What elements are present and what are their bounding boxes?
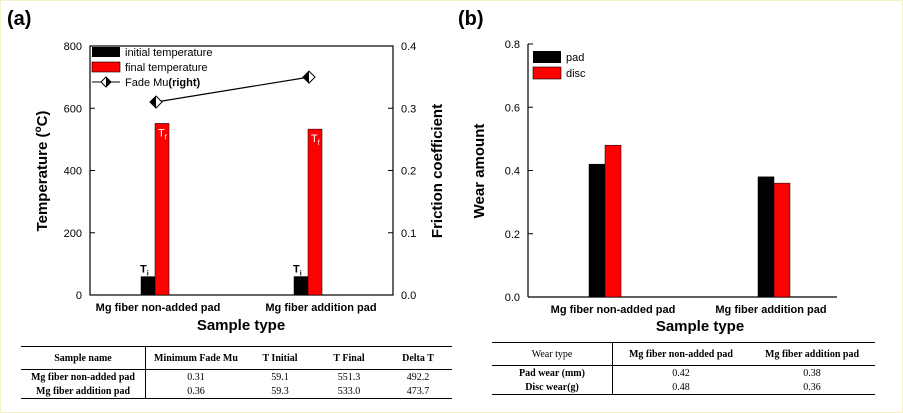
table-a-header: T Final xyxy=(314,346,384,370)
bar-disc xyxy=(773,182,791,298)
y-tick-label-a: 200 xyxy=(64,228,82,240)
y-right-tick-label-a: 0.4 xyxy=(401,41,416,53)
table-a-header: Minimum Fade Mu xyxy=(145,346,246,370)
y-axis-right-title-a: Friction coefficient xyxy=(429,104,446,238)
table-cell: 473.7 xyxy=(384,384,452,399)
left-axis-ticks-b: 0.0 0.2 0.4 0.6 0.8 xyxy=(505,39,533,304)
x-category-label-b: Mg fiber non-added pad xyxy=(551,304,676,316)
legend-swatch-pad xyxy=(533,51,561,63)
bar-initial-temperature xyxy=(140,276,156,296)
y-tick-label-b: 0.6 xyxy=(505,102,520,114)
legend-marker-fade-fill xyxy=(106,77,111,87)
table-cell: 533.0 xyxy=(314,384,384,399)
y-tick-label-a: 400 xyxy=(64,166,82,178)
left-axis-ticks-a: 0 200 400 600 800 xyxy=(64,41,95,302)
y-tick-label-b: 0.4 xyxy=(505,166,520,178)
table-cell: 0.42 xyxy=(672,367,690,379)
x-categories-b: Mg fiber non-added pad Mg fiber addition … xyxy=(551,304,827,316)
y-tick-label-a: 800 xyxy=(64,41,82,53)
bar-labels-a: Ti Tf Ti Tf xyxy=(140,127,320,277)
x-category-label-a: Mg fiber addition pad xyxy=(265,302,376,314)
y-tick-label-b: 0.0 xyxy=(505,292,520,304)
legend-swatch-final xyxy=(91,61,121,73)
table-row: Mg fiber non-added pad 0.31 59.1 551.3 4… xyxy=(21,369,452,384)
x-category-label-b: Mg fiber addition pad xyxy=(715,304,826,316)
x-categories-a: Mg fiber non-added pad Mg fiber addition … xyxy=(96,302,377,314)
bars-b xyxy=(588,144,791,298)
y-right-tick-label-a: 0.3 xyxy=(401,103,416,115)
x-category-label-a: Mg fiber non-added pad xyxy=(96,302,221,314)
table-cell: 492.2 xyxy=(406,371,430,383)
right-axis-ticks-a: 0.0 0.1 0.2 0.3 0.4 xyxy=(388,41,416,302)
bar-value-label: Tf xyxy=(311,133,320,147)
table-cell: 59.1 xyxy=(271,371,289,383)
y-right-tick-label-a: 0.0 xyxy=(401,290,416,302)
y-axis-title-a: Temperature (oC) xyxy=(33,111,51,232)
table-cell: Pad wear (mm) xyxy=(492,365,613,380)
y-right-tick-label-a: 0.2 xyxy=(401,166,416,178)
x-axis-title-b: Sample type xyxy=(656,318,744,335)
fade-mu-line xyxy=(149,70,316,109)
bar-value-label: Tf xyxy=(158,127,167,141)
table-b-header-row: Wear type Mg fiber non-added pad Mg fibe… xyxy=(492,342,875,366)
table-b-header: Mg fiber non-added pad xyxy=(612,342,749,366)
table-cell: 0.36 xyxy=(749,380,875,395)
legend-label-initial: initial temperature xyxy=(125,47,212,59)
legend-swatch-disc xyxy=(532,66,562,80)
legend-b: pad disc xyxy=(532,51,586,80)
legend-label-pad: pad xyxy=(566,52,584,64)
y-right-tick-label-a: 0.1 xyxy=(401,228,416,240)
y-tick-label-b: 0.2 xyxy=(505,229,520,241)
legend-label-fade: Fade Mu(right) xyxy=(125,77,201,89)
x-axis-title-a: Sample type xyxy=(197,317,285,334)
chart-b: (b) 0.0 0.2 0.4 0.6 0.8 Mg fiber non-added p… xyxy=(458,8,837,335)
legend-label-disc: disc xyxy=(566,68,586,80)
table-cell: 0.36 xyxy=(145,384,246,399)
panel-label-a: (a) xyxy=(7,8,31,30)
panel-label-b: (b) xyxy=(458,8,484,30)
fade-mu-line-path xyxy=(155,76,310,103)
table-cell: 0.31 xyxy=(187,371,205,383)
table-cell: 551.3 xyxy=(337,371,361,383)
table-cell: 0.48 xyxy=(612,380,749,395)
table-row: Mg fiber addition pad 0.36 59.3 533.0 47… xyxy=(21,384,452,399)
table-cell: 59.3 xyxy=(246,384,314,399)
table-a-header-row: Sample name Minimum Fade Mu T Initial T … xyxy=(21,346,452,370)
bar-disc xyxy=(604,144,622,298)
fade-mu-point-fill xyxy=(150,96,156,109)
y-tick-label-a: 0 xyxy=(76,290,82,302)
table-cell: Mg fiber addition pad xyxy=(21,384,146,399)
bar-initial-temperature xyxy=(293,276,309,296)
table-cell: Disc wear(g) xyxy=(492,380,613,395)
bar-value-label: Ti xyxy=(293,264,302,278)
bar-value-label: Ti xyxy=(140,264,149,278)
bars-a xyxy=(140,123,323,296)
table-a-header: Sample name xyxy=(21,346,146,370)
bar-pad xyxy=(588,163,606,298)
table-cell: Mg fiber non-added pad xyxy=(21,369,146,384)
bar-pad xyxy=(757,176,775,298)
table-b-header: Wear type xyxy=(492,342,613,366)
table-a: Sample name Minimum Fade Mu T Initial T … xyxy=(21,346,452,399)
table-row: Pad wear (mm) 0.42 0.38 xyxy=(492,365,875,380)
legend-a: initial temperature final temperature Fa… xyxy=(91,47,212,89)
y-tick-label-b: 0.8 xyxy=(505,39,520,51)
y-axis-title-b: Wear amount xyxy=(471,124,488,219)
legend-label-final: final temperature xyxy=(125,62,208,74)
legend-swatch-initial xyxy=(92,47,120,57)
bar-final-temperature xyxy=(307,128,323,296)
table-a-header: T Initial xyxy=(246,346,314,370)
bar-final-temperature xyxy=(154,123,170,296)
table-cell: 0.38 xyxy=(803,367,821,379)
fade-mu-point-fill xyxy=(303,71,309,84)
table-b: Wear type Mg fiber non-added pad Mg fibe… xyxy=(492,342,875,395)
table-a-header: Delta T xyxy=(384,346,452,370)
table-b-header: Mg fiber addition pad xyxy=(749,342,875,366)
table-row: Disc wear(g) 0.48 0.36 xyxy=(492,380,875,395)
y-tick-label-a: 600 xyxy=(64,103,82,115)
axes-b xyxy=(527,44,837,298)
